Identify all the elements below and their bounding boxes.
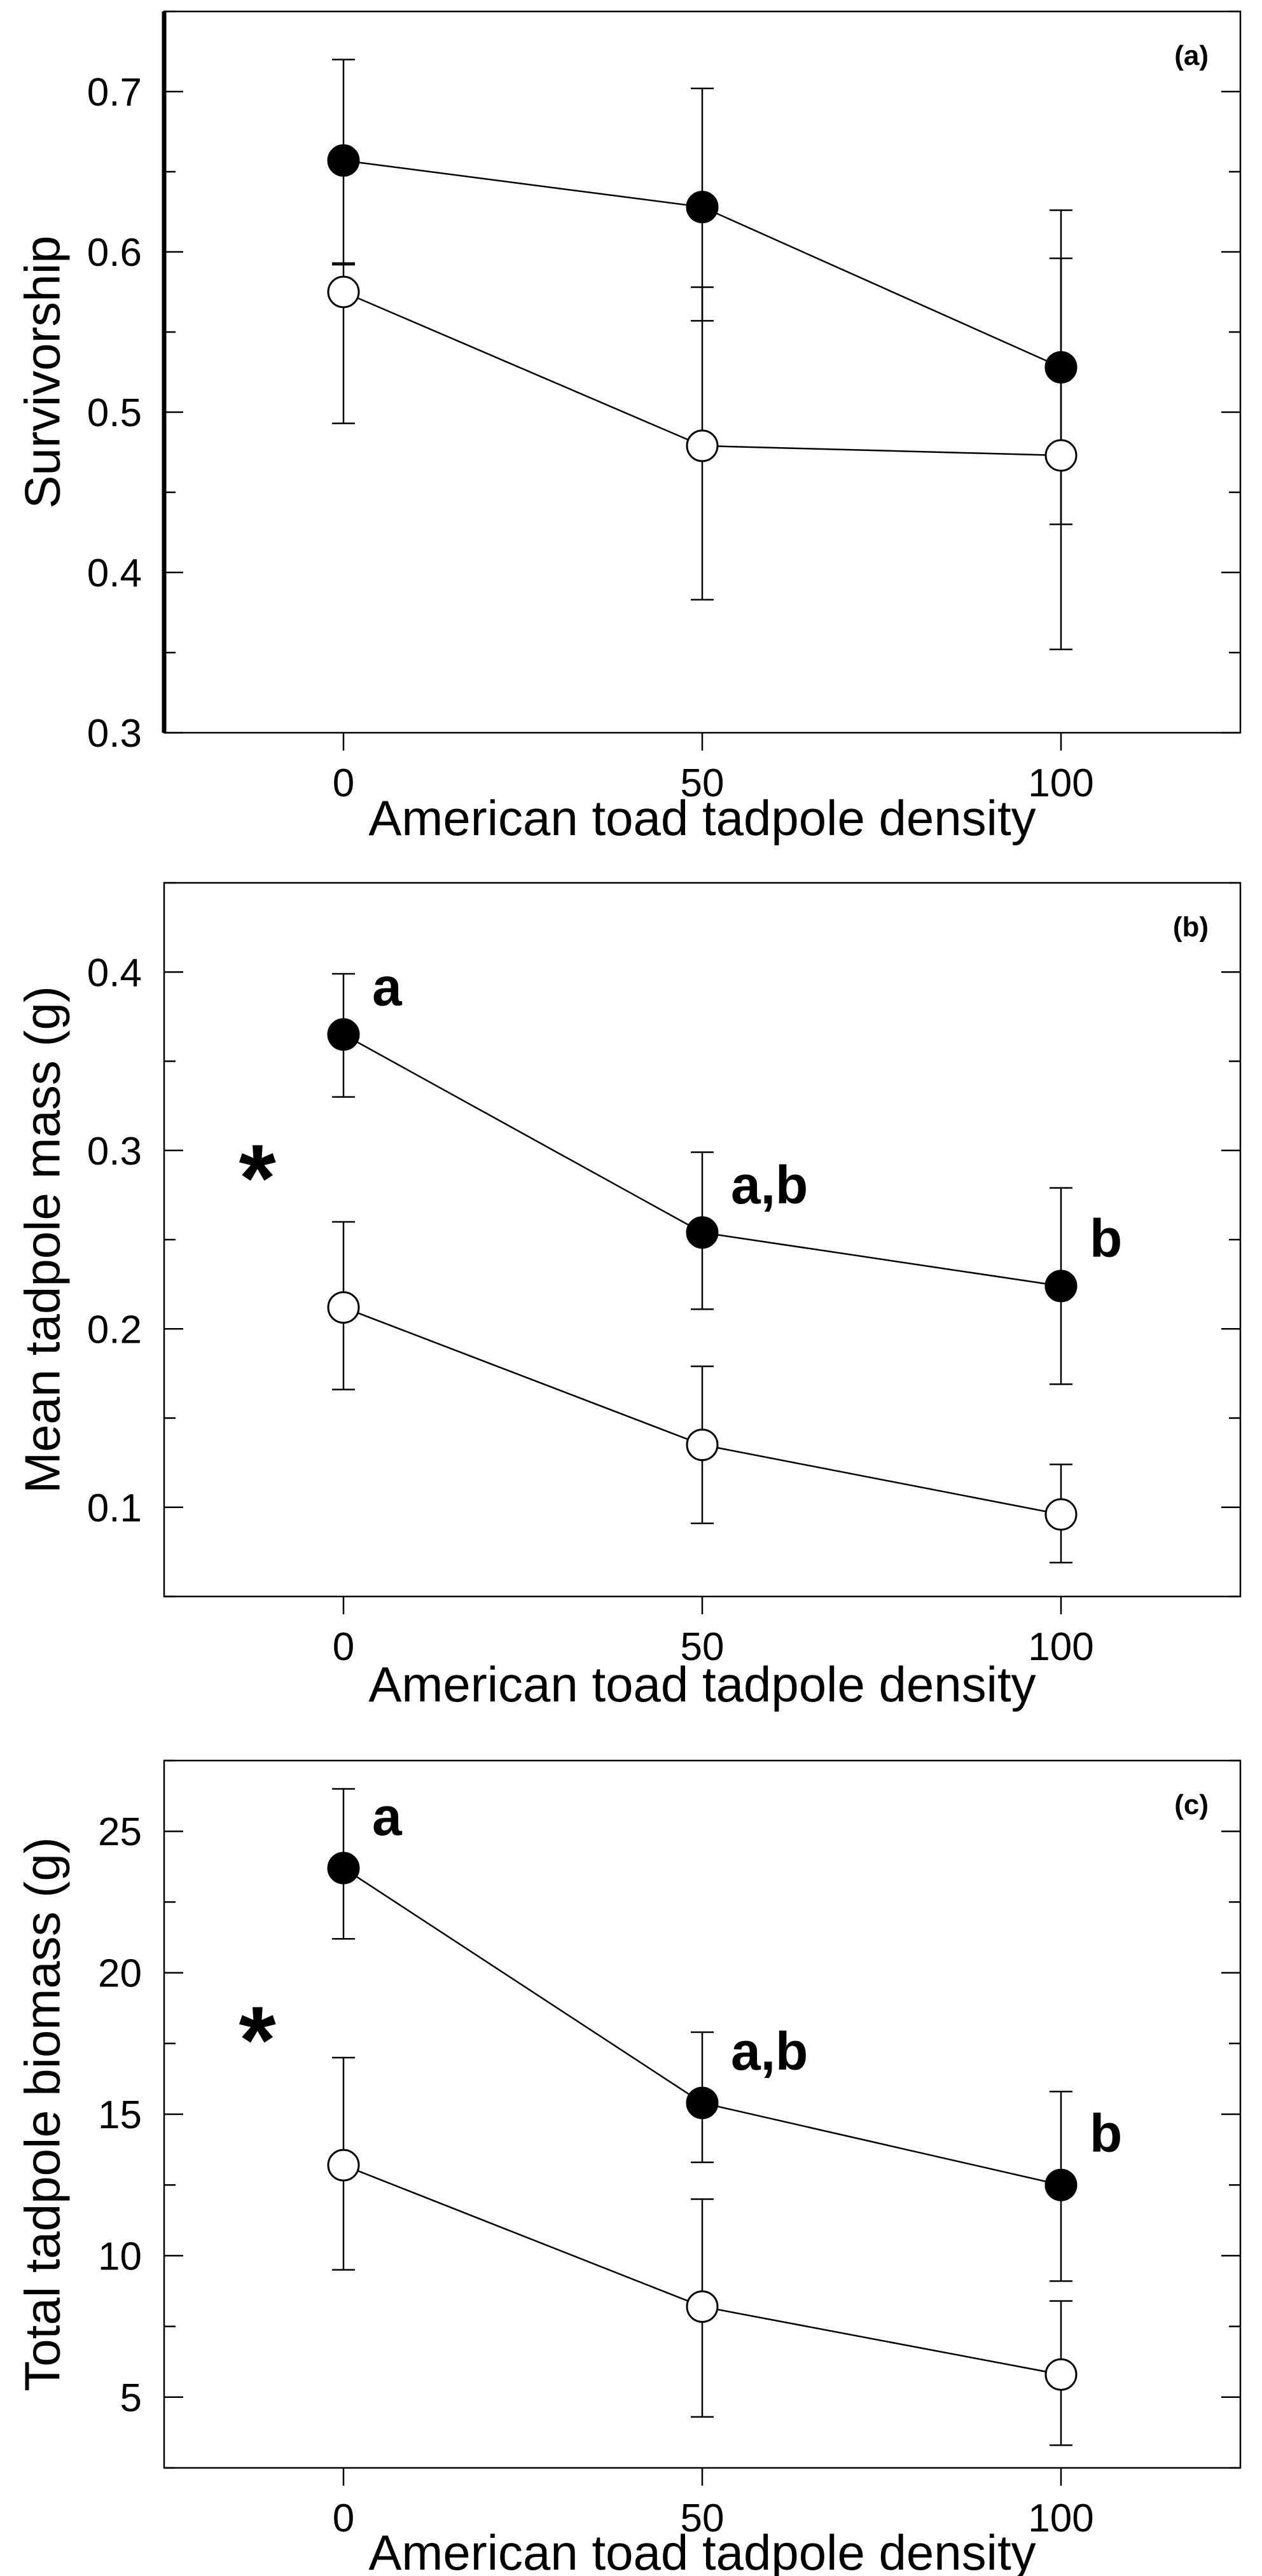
panel-c-y-axis-title: Total tadpole biomass (g) <box>14 1837 70 2391</box>
panel-b-panel-label: (b) <box>1173 911 1209 943</box>
panel-c-y-tick-label: 20 <box>98 1952 142 1996</box>
panel-b-x-tick-label: 100 <box>1028 1625 1093 1669</box>
panel-a-y-tick-label: 0.3 <box>87 712 142 756</box>
panel-a-panel-label: (a) <box>1174 40 1209 71</box>
panel-a-x-tick-label: 100 <box>1028 761 1093 805</box>
panel-c-data-point <box>327 1852 360 1885</box>
panel-a-data-point <box>686 190 719 223</box>
panel-c-data-point <box>686 2086 719 2119</box>
panel-b-y-tick-label: 0.4 <box>87 951 142 995</box>
panel-c-x-axis-title: American toad tadpole density <box>368 2524 1036 2576</box>
panel-b-data-point <box>327 1018 360 1051</box>
panel-c-y-tick-label: 10 <box>98 2234 142 2278</box>
panel-c-x-tick-label: 0 <box>333 2496 354 2540</box>
panel-c-data-point <box>686 2290 719 2323</box>
panel-a-x-axis-title: American toad tadpole density <box>368 790 1036 846</box>
panel-b-y-axis-title: Mean tadpole mass (g) <box>14 986 70 1493</box>
panel-b-x-tick-label: 0 <box>333 1625 354 1669</box>
panel-c-group-letter: a <box>372 1787 403 1846</box>
panel-a-y-axis-title: Survivorship <box>14 235 70 508</box>
panel-a-series-1 <box>327 257 1078 651</box>
panel-a-y-tick-label: 0.5 <box>87 391 142 435</box>
panel-a-y-tick-label: 0.4 <box>87 551 142 595</box>
panel-b-data-point <box>1044 1270 1078 1303</box>
panel-c-significance-asterisk: * <box>239 1986 276 2093</box>
panel-c-x-tick-label: 100 <box>1028 2496 1093 2540</box>
panel-b-group-letter: b <box>1090 1208 1122 1268</box>
panel-c-data-point <box>1044 2168 1078 2201</box>
panel-b-group-letter: a <box>372 957 403 1016</box>
panel-a-data-point <box>1044 439 1078 472</box>
panel-a-data-point <box>327 144 360 177</box>
panel-b-y-tick-label: 0.3 <box>87 1130 142 1174</box>
panel-b-significance-asterisk: * <box>239 1125 276 1231</box>
panel-b-y-tick-label: 0.2 <box>87 1308 142 1352</box>
panel-c-group-letter: a,b <box>731 2021 808 2081</box>
panel-c-panel-label: (c) <box>1174 1789 1209 1820</box>
panel-c-y-tick-label: 5 <box>120 2376 142 2420</box>
panel-a-x-tick-label: 0 <box>333 761 354 805</box>
panel-a-data-point <box>686 429 719 462</box>
panel-c-x-tick-label: 50 <box>681 2496 725 2540</box>
panel-c-series-0 <box>327 1788 1078 2282</box>
panel-a-x-tick-label: 50 <box>681 761 725 805</box>
panel-b-group-letter: a,b <box>731 1155 808 1215</box>
panel-c-y-tick-label: 15 <box>98 2093 142 2137</box>
panel-b-data-point <box>327 1291 360 1324</box>
panel-a-y-tick-label: 0.7 <box>87 71 142 114</box>
panel-c-series-1 <box>327 2056 1078 2446</box>
panel-c-data-point <box>1044 2358 1078 2391</box>
panel-c-y-tick-label: 25 <box>98 1810 142 1854</box>
panel-b-x-axis-title: American toad tadpole density <box>368 1656 1036 1712</box>
panel-b-series-1 <box>327 1221 1078 1563</box>
panel-b-y-tick-label: 0.1 <box>87 1486 142 1530</box>
panel-b-data-point <box>686 1429 719 1462</box>
panel-b-series-0 <box>327 973 1078 1385</box>
panel-c-data-point <box>327 2149 360 2182</box>
panel-a-data-point <box>327 275 360 308</box>
panel-b-data-point <box>1044 1498 1078 1531</box>
panel-c-group-letter: b <box>1090 2103 1122 2163</box>
panel-b-x-tick-label: 50 <box>681 1625 725 1669</box>
panel-b-data-point <box>686 1216 719 1249</box>
panel-a-y-tick-label: 0.6 <box>87 231 142 275</box>
